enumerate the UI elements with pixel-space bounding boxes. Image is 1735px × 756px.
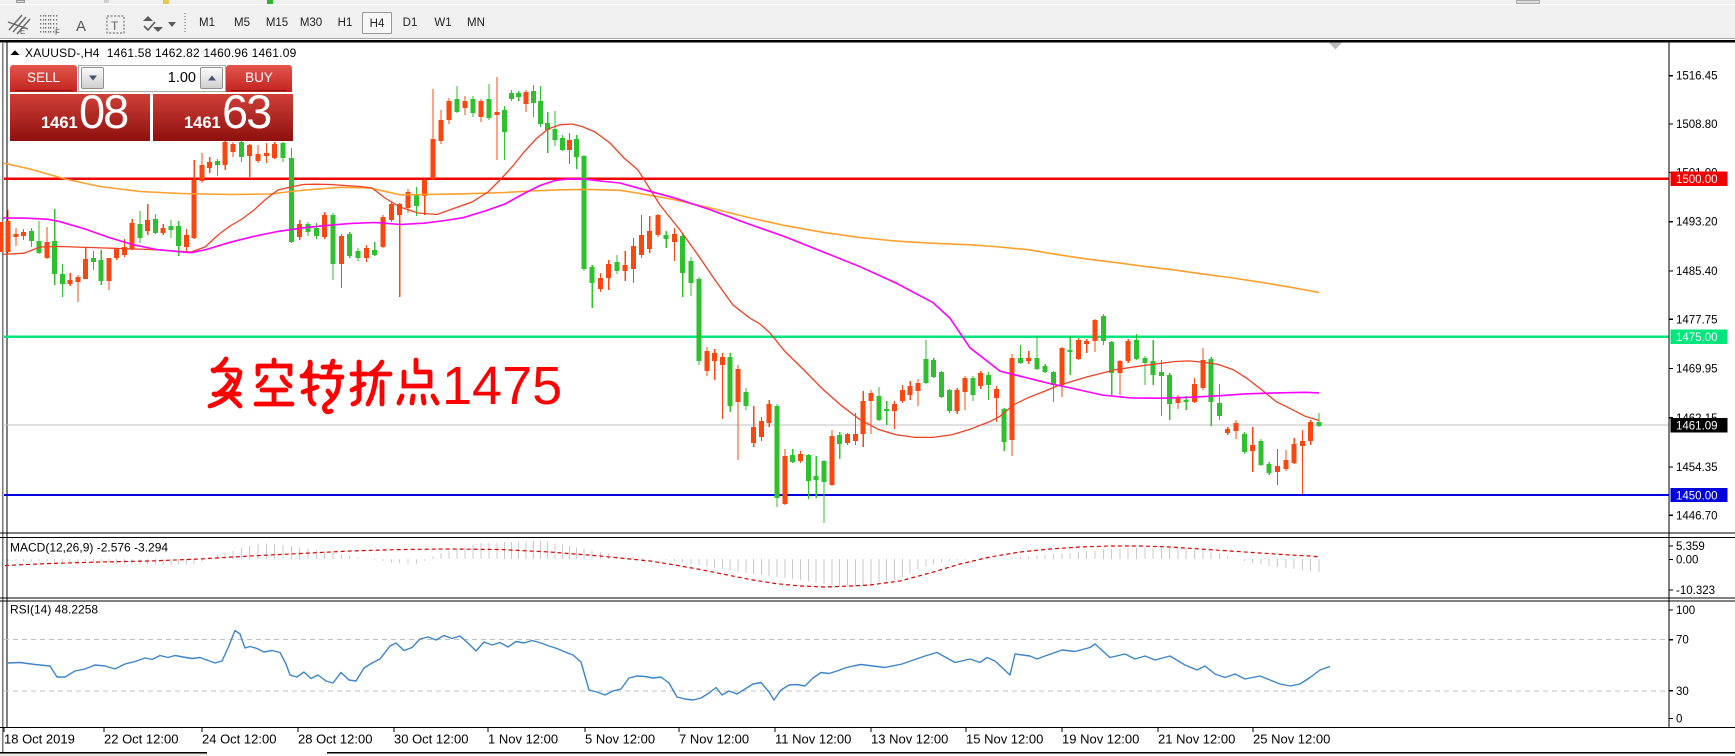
svg-text:T: T — [111, 19, 119, 33]
svg-text:E: E — [20, 27, 25, 36]
svg-text:15 Nov 12:00: 15 Nov 12:00 — [966, 732, 1043, 747]
svg-text:18 Oct 2019: 18 Oct 2019 — [4, 732, 75, 747]
svg-text:19 Nov 12:00: 19 Nov 12:00 — [1062, 732, 1139, 747]
svg-text:5.359: 5.359 — [1676, 541, 1705, 553]
svg-text:100: 100 — [1676, 605, 1695, 617]
svg-text:7 Nov 12:00: 7 Nov 12:00 — [679, 732, 749, 747]
svg-text:25 Nov 12:00: 25 Nov 12:00 — [1253, 732, 1330, 747]
svg-text:24 Oct 12:00: 24 Oct 12:00 — [202, 732, 276, 747]
svg-text:1475: 1475 — [442, 356, 562, 416]
svg-text:XAUUSD-,H4 1461.58 1462.82 14: XAUUSD-,H4 1461.58 1462.82 1460.96 1461.… — [25, 46, 297, 60]
svg-text:28 Oct 12:00: 28 Oct 12:00 — [298, 732, 372, 747]
svg-text:1454.35: 1454.35 — [1676, 462, 1718, 474]
svg-text:1485.40: 1485.40 — [1676, 266, 1718, 278]
svg-text:1461.09: 1461.09 — [1676, 421, 1718, 433]
svg-text:-10.323: -10.323 — [1676, 585, 1715, 597]
svg-text:1500.00: 1500.00 — [1676, 174, 1718, 186]
svg-text:21 Nov 12:00: 21 Nov 12:00 — [1158, 732, 1235, 747]
svg-text:70: 70 — [1676, 635, 1689, 647]
svg-text:13 Nov 12:00: 13 Nov 12:00 — [871, 732, 948, 747]
svg-text:1493.20: 1493.20 — [1676, 217, 1718, 229]
svg-text:5 Nov 12:00: 5 Nov 12:00 — [585, 732, 655, 747]
svg-text:11 Nov 12:00: 11 Nov 12:00 — [775, 732, 851, 747]
svg-text:1450.00: 1450.00 — [1676, 490, 1718, 502]
svg-text:1477.75: 1477.75 — [1676, 314, 1718, 326]
svg-text:A: A — [76, 18, 86, 35]
svg-text:1469.95: 1469.95 — [1676, 364, 1718, 376]
svg-text:1475.00: 1475.00 — [1676, 332, 1718, 344]
svg-text:22 Oct 12:00: 22 Oct 12:00 — [104, 732, 178, 747]
svg-text:RSI(14) 48.2258: RSI(14) 48.2258 — [10, 603, 98, 617]
svg-text:1508.80: 1508.80 — [1676, 119, 1718, 131]
svg-text:F: F — [55, 28, 60, 37]
svg-text:1446.70: 1446.70 — [1676, 510, 1718, 522]
svg-text:30: 30 — [1676, 686, 1689, 698]
svg-text:1 Nov 12:00: 1 Nov 12:00 — [488, 732, 558, 747]
svg-text:0.00: 0.00 — [1676, 555, 1698, 567]
svg-text:1516.45: 1516.45 — [1676, 71, 1718, 83]
svg-text:MACD(12,26,9) -2.576 -3.294: MACD(12,26,9) -2.576 -3.294 — [10, 541, 168, 555]
svg-text:30 Oct 12:00: 30 Oct 12:00 — [394, 732, 468, 747]
svg-text:0: 0 — [1676, 714, 1682, 726]
